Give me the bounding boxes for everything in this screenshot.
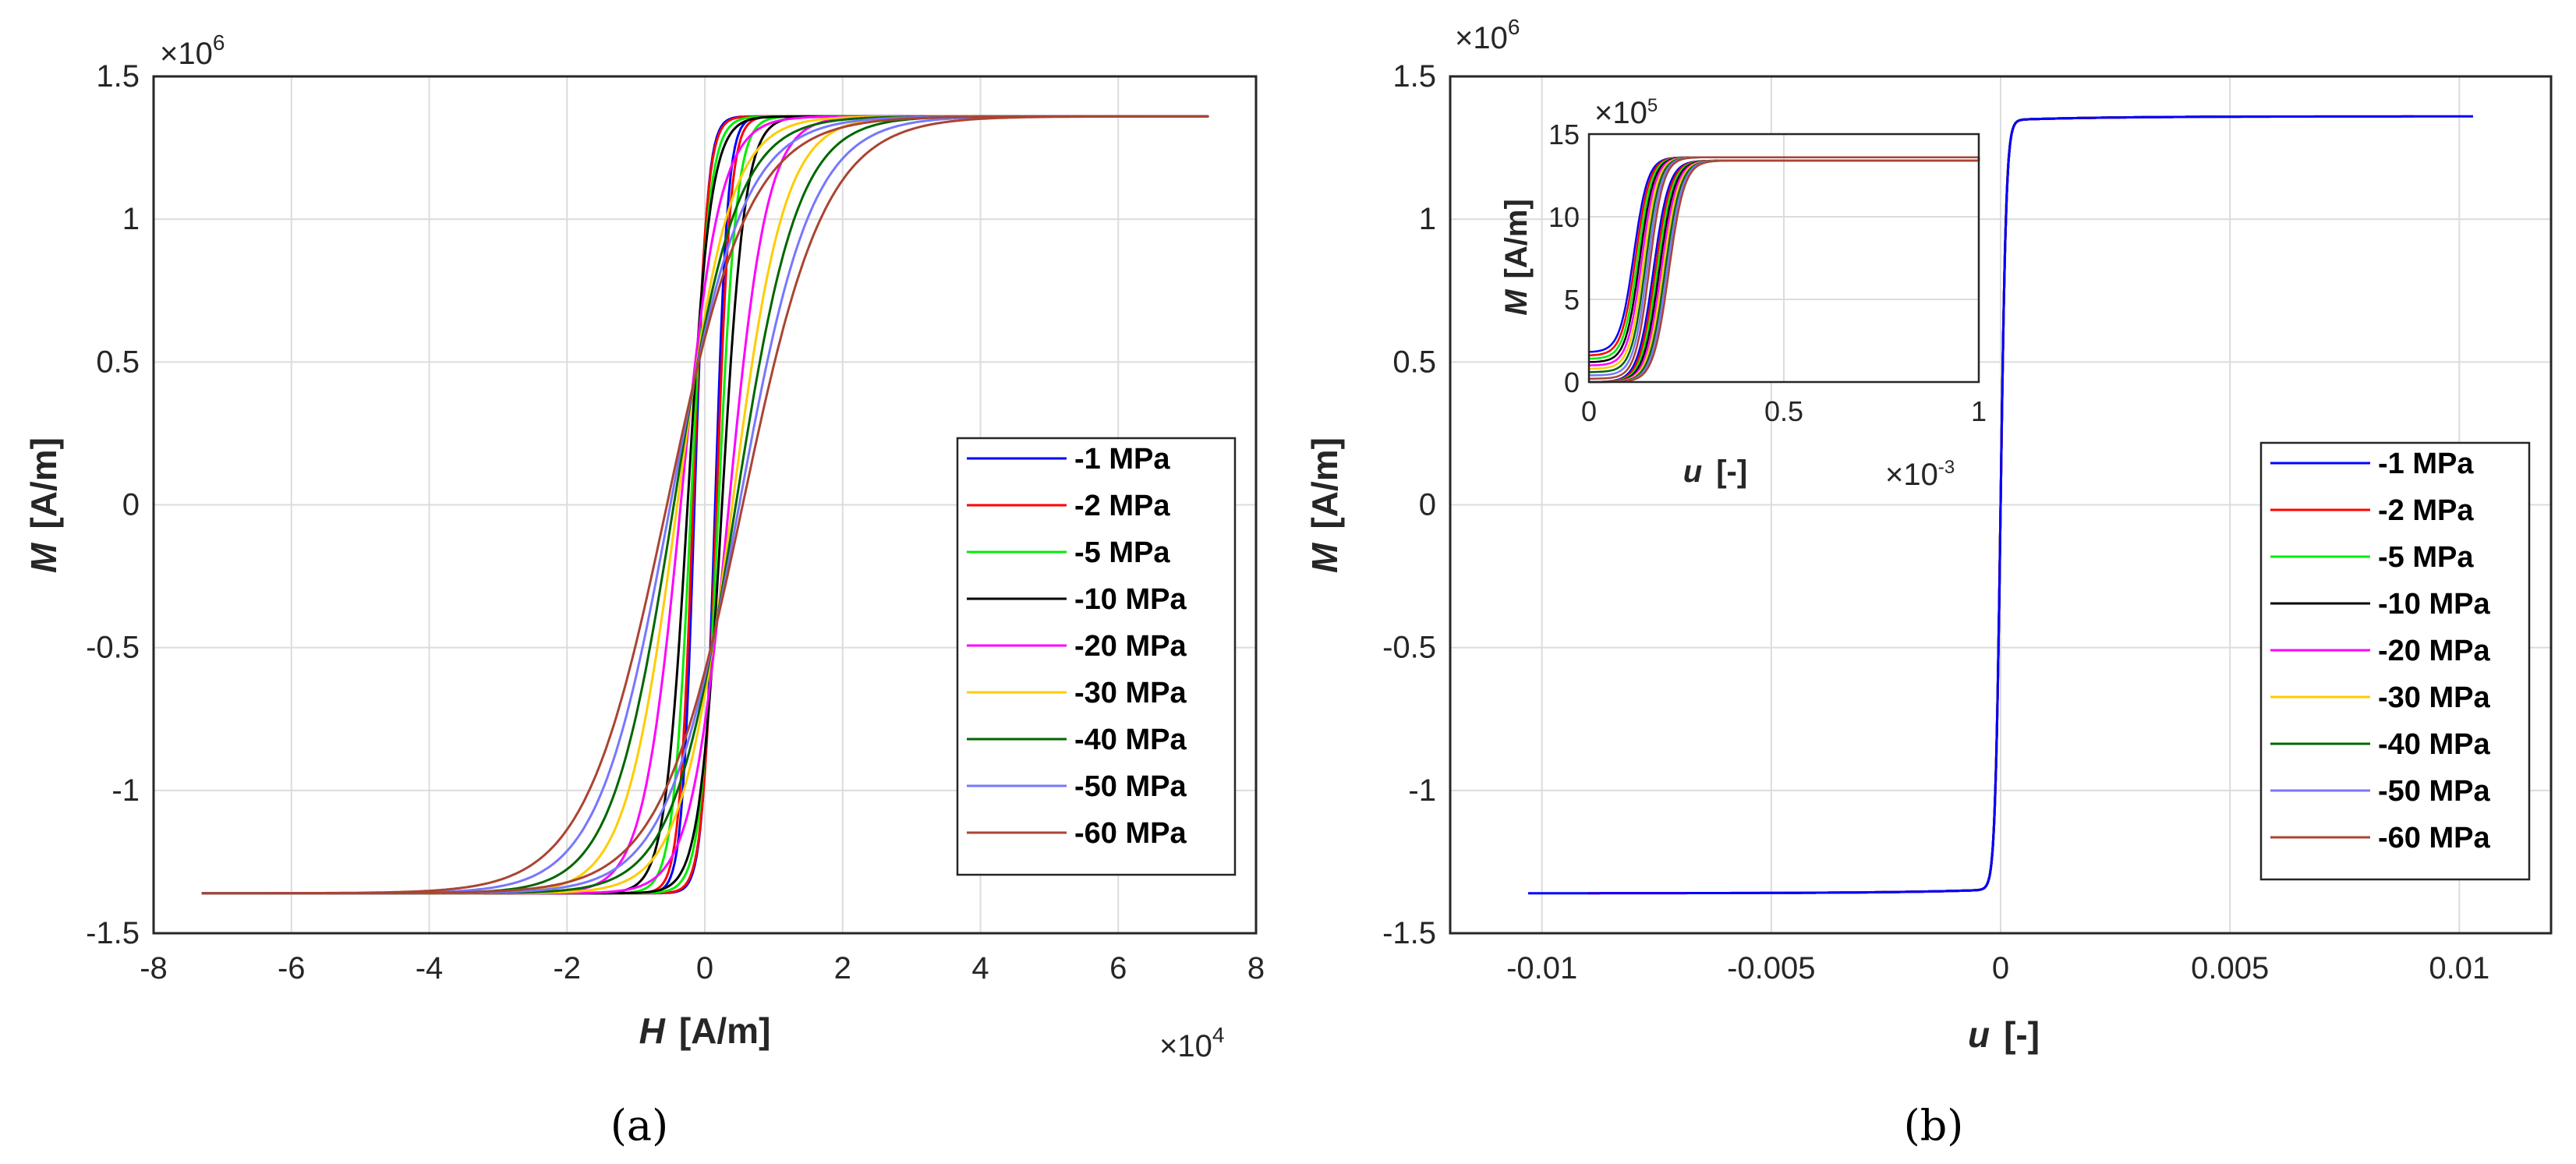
- panel-a-caption: (a): [610, 1101, 668, 1150]
- panel-a: -8 -6 -4 -2 0 2 4 6 8 -1.5 -1 -0.5 0 0.5 1 1.5 ×106 ×10…: [23, 30, 1265, 1150]
- panel-b-series-line-1-mpa: [1528, 115, 2473, 895]
- panel-b-y-tick-label: 1.5: [1392, 59, 1436, 94]
- panel-a-x-tick-label: 0: [696, 951, 713, 985]
- panel-a-x-label: H [A/m]: [639, 1010, 771, 1051]
- panel-b-x-tick-label: 0: [1992, 951, 2009, 985]
- inset-x-tick-label: 0.5: [1764, 395, 1803, 427]
- panel-a-series-lines: [201, 115, 1209, 895]
- panel-b-y-tick-label: 0: [1419, 488, 1436, 522]
- inset-y-tick-label: 5: [1564, 284, 1580, 316]
- panel-b-y-label: M[A/m]: [1304, 437, 1345, 573]
- panel-a-legend-label-50-mpa: -50 MPa: [1074, 770, 1187, 803]
- panel-a-x-tick-label: 4: [971, 951, 989, 985]
- panel-b-legend-label-1-mpa: -1 MPa: [2378, 448, 2474, 480]
- panel-a-x-tick-label: -2: [553, 951, 581, 985]
- panel-b-legend-label-60-mpa: -60 MPa: [2378, 822, 2490, 854]
- panel-b: -0.01 -0.005 0 0.005 0.01-1.5-1-0.500.511.5 …: [1304, 15, 2553, 1150]
- panel-a-legend-label-5-mpa: -5 MPa: [1074, 536, 1170, 569]
- panel-b-y-tick-label: -0.5: [1382, 631, 1436, 665]
- panel-a-x-tick-label: 6: [1109, 951, 1127, 985]
- panel-a-y-tick-label: 1: [122, 202, 140, 236]
- panel-b-series-lines: [1528, 115, 2473, 895]
- panel-b-legend-label-30-mpa: -30 MPa: [2378, 681, 2490, 714]
- panel-a-y-tick-label: 1.5: [96, 59, 140, 94]
- panel-a-axes-box: [152, 75, 1258, 935]
- panel-b-axes-box: [1449, 75, 2553, 935]
- panel-a-legend-label-20-mpa: -20 MPa: [1074, 630, 1187, 663]
- panel-a-legend-box: [956, 437, 1237, 876]
- panel-a-y-tick-label: 0: [122, 488, 140, 522]
- panel-a-y-label: M[A/m]: [23, 437, 64, 573]
- panel-b-x-tick-label: 0.01: [2429, 951, 2489, 985]
- panel-b-legend-label-5-mpa: -5 MPa: [2378, 541, 2474, 574]
- panel-a-x-tick-label: 8: [1247, 951, 1265, 985]
- inset-axes-box: [1587, 133, 1980, 384]
- panel-a-y-tick-label: -0.5: [86, 631, 140, 665]
- inset-x-multiplier: ×10-3: [1885, 457, 1955, 492]
- panel-a-legend-label-40-mpa: -40 MPa: [1074, 724, 1187, 756]
- inset-y-tick-label: 10: [1548, 201, 1580, 233]
- panel-b-legend-box: [2259, 441, 2531, 881]
- panel-a-x-tick-label: -6: [278, 951, 306, 985]
- panel-b-y-multiplier: ×106: [1455, 15, 1520, 55]
- panel-b-x-tick-label: 0.005: [2191, 951, 2269, 985]
- inset-x-label: u [-]: [1683, 455, 1747, 489]
- panel-a-y-tick-label: -1: [111, 773, 140, 808]
- panel-b-y-tick-label: 1: [1419, 202, 1436, 236]
- panel-a-y-tick-label: 0.5: [96, 345, 140, 379]
- panel-b-tick-labels: -0.01 -0.005 0 0.005 0.01 -1.5 -1 -0.5 0 0.5 1 1.5: [1382, 59, 2489, 985]
- panel-a-legend-label-10-mpa: -10 MPa: [1074, 583, 1187, 616]
- panel-a-legend-label-60-mpa: -60 MPa: [1074, 817, 1187, 850]
- panel-a-legend-label-1-mpa: -1 MPa: [1074, 443, 1170, 476]
- inset-y-label: M[A/m]: [1499, 199, 1534, 316]
- panel-a-x-tick-label: -8: [140, 951, 168, 985]
- panel-a-series-line-60-mpa: [201, 115, 1209, 895]
- panel-b-y-tick-label: -1: [1408, 773, 1436, 808]
- inset-y-tick-label: 15: [1548, 119, 1580, 150]
- panel-a-x-tick-label: 2: [834, 951, 851, 985]
- panel-b-legend-label-10-mpa: -10 MPa: [2378, 588, 2490, 621]
- panel-b-y-tick-label: -1.5: [1382, 916, 1436, 950]
- inset-x-tick-label: 1: [1971, 395, 1987, 427]
- panel-b-y-tick-label: 0.5: [1392, 345, 1436, 379]
- panel-b-x-tick-label: -0.005: [1727, 951, 1815, 985]
- panel-a-legend-label-30-mpa: -30 MPa: [1074, 677, 1187, 709]
- panel-b-legend-label-20-mpa: -20 MPa: [2378, 635, 2490, 667]
- panel-a-y-multiplier: ×106: [160, 30, 225, 71]
- panel-a-x-multiplier: ×104: [1159, 1023, 1224, 1063]
- panel-b-x-label: u [-]: [1968, 1014, 2040, 1055]
- panel-a-y-tick-label: -1.5: [86, 916, 140, 950]
- panel-b-legend-label-40-mpa: -40 MPa: [2378, 728, 2490, 761]
- panel-b-legend: -1 MPa -2 MPa -5 MPa -10 MPa -20 MPa -30 MPa -…: [2259, 441, 2531, 881]
- inset-y-multiplier: ×105: [1594, 95, 1658, 130]
- inset-x-tick-label: 0: [1581, 395, 1597, 427]
- panel-a-x-tick-label: -4: [416, 951, 444, 985]
- panel-b-x-tick-label: -0.01: [1506, 951, 1577, 985]
- panel-b-legend-label-50-mpa: -50 MPa: [2378, 775, 2490, 808]
- panel-a-legend-label-2-mpa: -2 MPa: [1074, 490, 1170, 522]
- inset-y-tick-label: 0: [1564, 366, 1580, 398]
- panel-b-legend-label-2-mpa: -2 MPa: [2378, 494, 2474, 527]
- panel-a-legend: -1 MPa -2 MPa -5 MPa -10 MPa -20 MPa -30 MPa -…: [956, 437, 1237, 876]
- panel-a-tick-labels: -8 -6 -4 -2 0 2 4 6 8 -1.5 -1 -0.5 0 0.5 1 1.5: [86, 59, 1265, 985]
- panel-b-caption: (b): [1904, 1101, 1964, 1150]
